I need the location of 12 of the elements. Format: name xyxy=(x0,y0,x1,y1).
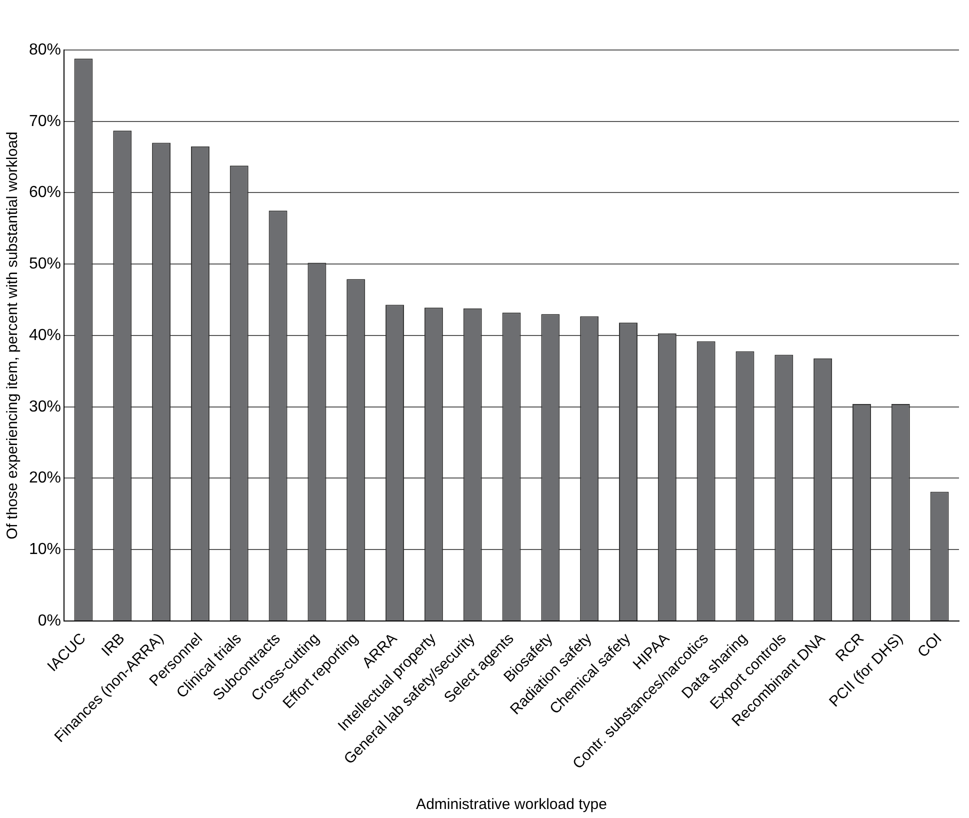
y-tick-label: 0% xyxy=(38,612,62,630)
x-axis-title: Administrative workload type xyxy=(416,796,607,814)
y-tick-label: 10% xyxy=(28,541,62,558)
y-tick-label: 70% xyxy=(28,112,62,130)
y-tick-label: 80% xyxy=(28,41,62,58)
y-tick-label: 40% xyxy=(28,326,62,344)
y-tick-label: 20% xyxy=(28,470,62,487)
y-tick-label: 30% xyxy=(28,398,62,416)
x-tick-label: COI xyxy=(914,630,946,661)
y-tick-label: 60% xyxy=(28,184,62,202)
y-tick-label: 50% xyxy=(28,256,62,273)
y-axis-title: Of those experiencing item, percent with substantial workload xyxy=(4,132,22,540)
